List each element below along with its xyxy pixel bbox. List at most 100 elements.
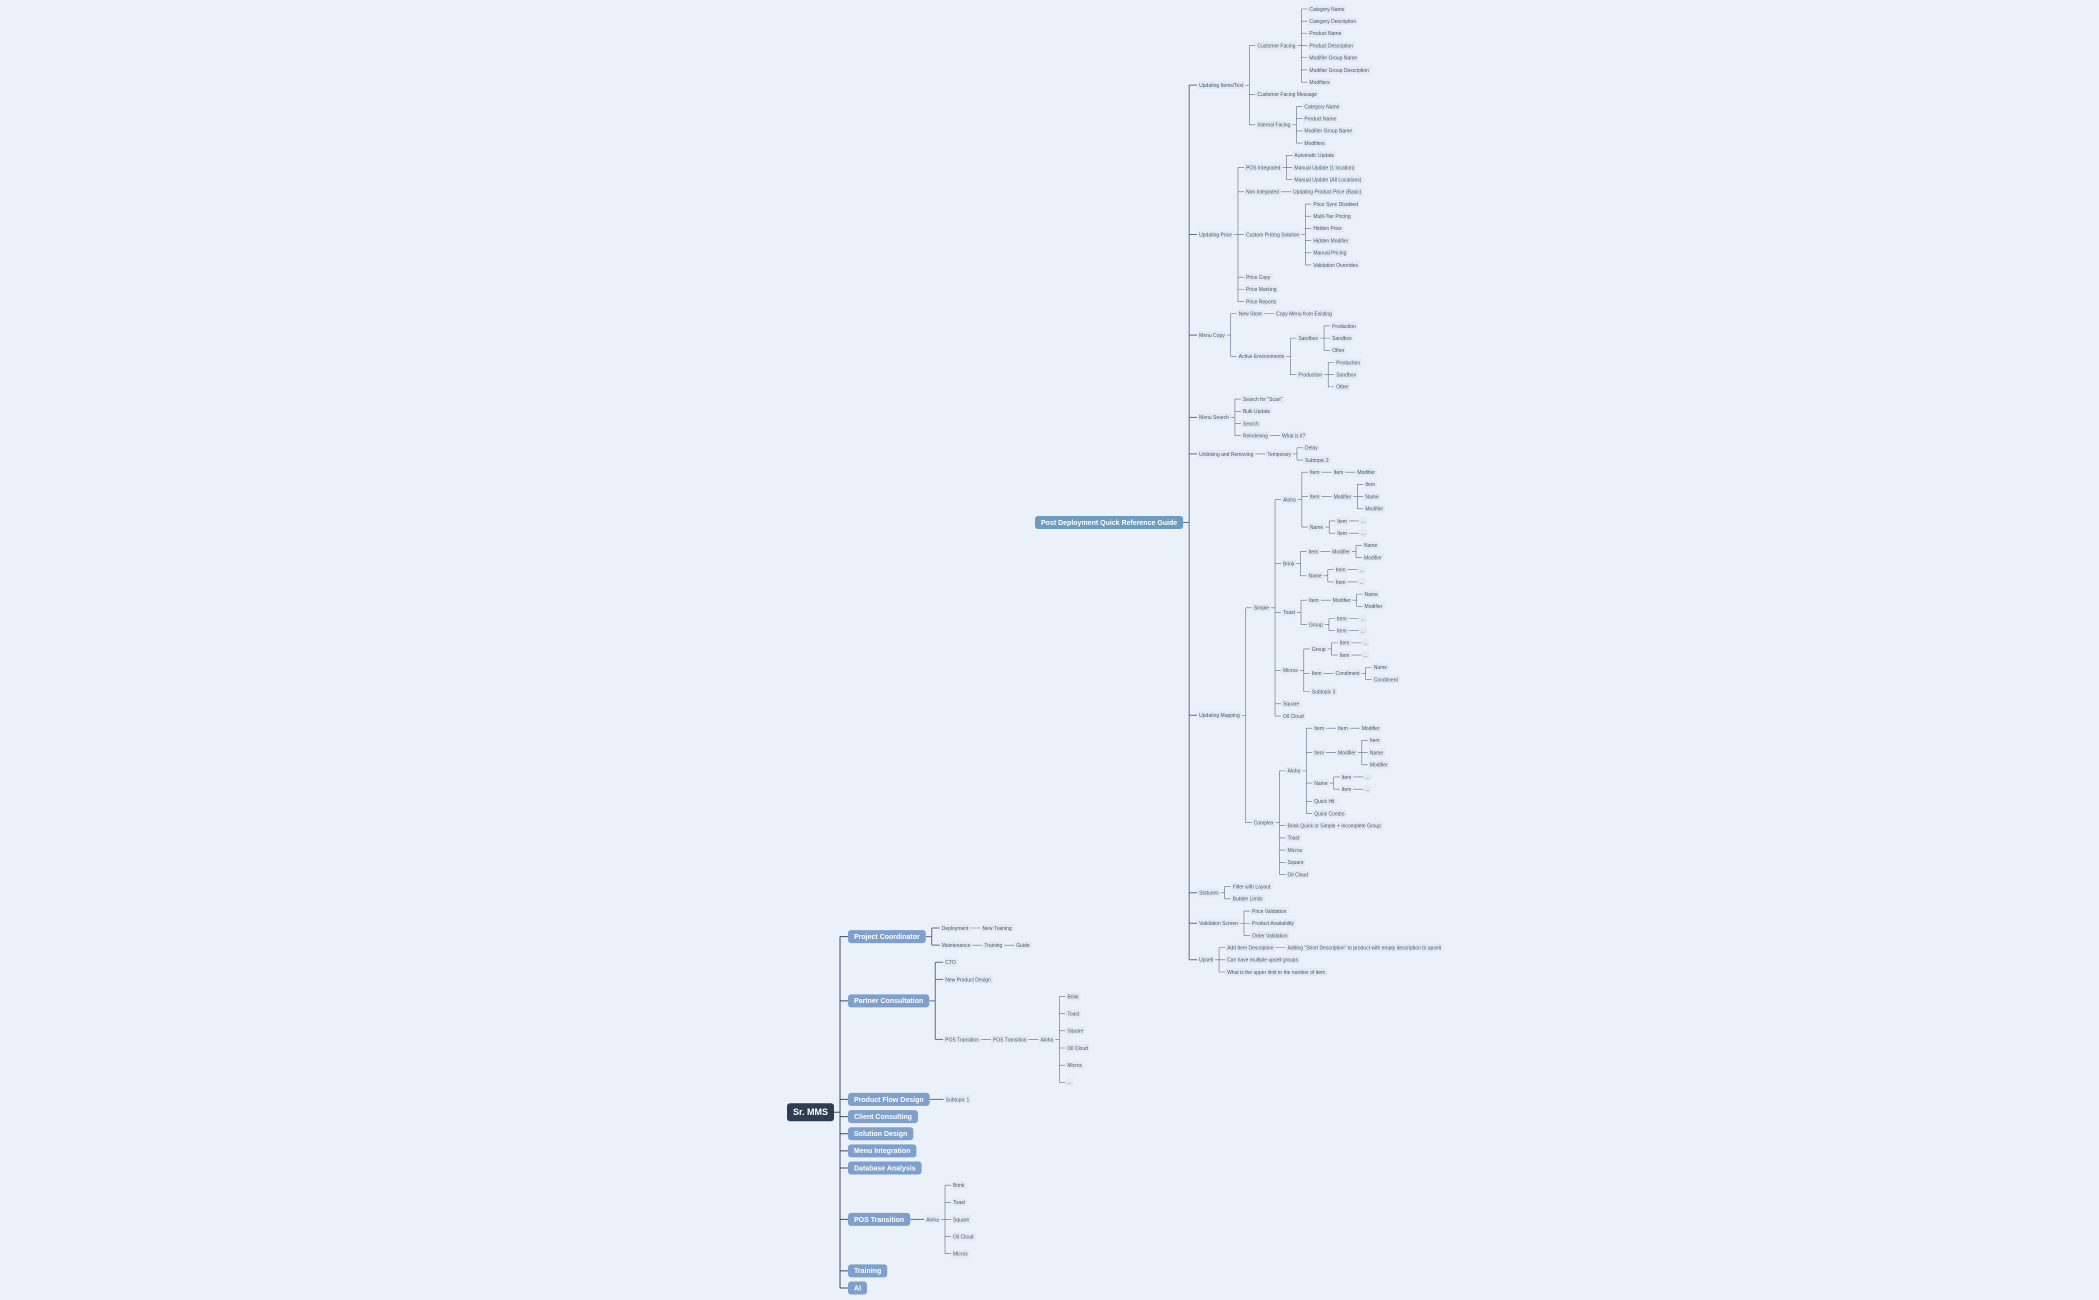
topic: Name bbox=[1362, 590, 1380, 599]
topic-label: Modifier bbox=[1364, 555, 1382, 561]
topic-label: Micros bbox=[1287, 848, 1302, 854]
topic-bg bbox=[1281, 666, 1300, 675]
topic-bg bbox=[1335, 529, 1349, 538]
topic: Name bbox=[1371, 663, 1390, 672]
topic-label: CTO bbox=[945, 960, 956, 966]
connector bbox=[1282, 154, 1293, 180]
topic: ... bbox=[1363, 772, 1372, 781]
topic: Deployment bbox=[939, 924, 971, 932]
topic-bg bbox=[980, 924, 1014, 932]
topic: Guide bbox=[1014, 941, 1032, 950]
topic-bg bbox=[990, 1035, 1029, 1044]
topic: Hidden Modifier bbox=[1311, 236, 1351, 245]
topic: Search bbox=[1240, 419, 1261, 428]
topic-bg bbox=[1243, 230, 1302, 239]
topic-bg bbox=[1330, 346, 1347, 355]
topic-box: Project Coordinator bbox=[848, 930, 926, 944]
topic-bg bbox=[951, 1198, 967, 1207]
topic: Product Availability bbox=[1249, 919, 1296, 928]
topic: POS Transition bbox=[943, 1035, 981, 1044]
topic-label: POS Transition bbox=[854, 1217, 904, 1224]
topic-label: Subtopic 2 bbox=[1305, 458, 1329, 464]
topic: Product Name bbox=[1307, 29, 1344, 38]
topic: Condiment bbox=[1333, 669, 1362, 678]
topic: Group bbox=[1307, 620, 1325, 629]
topic-box: POS Transition bbox=[848, 1212, 911, 1226]
topic-bg bbox=[1362, 602, 1385, 611]
topic-bg bbox=[848, 1127, 914, 1141]
topic-bg bbox=[1312, 779, 1330, 788]
topic-label: Oil Cloud bbox=[953, 1234, 974, 1240]
topic: Modifiers bbox=[1307, 78, 1332, 87]
topic-label: Sandbox bbox=[1332, 336, 1352, 342]
topic-bg bbox=[1225, 968, 1328, 976]
topic-box: Menu Integration bbox=[848, 1144, 917, 1158]
topic-label: Manual Pricing bbox=[1313, 251, 1346, 257]
topic-bg bbox=[1336, 724, 1350, 733]
topic: Item bbox=[1336, 724, 1350, 733]
topic-label: Toast bbox=[953, 1200, 966, 1206]
topic-bg bbox=[1361, 651, 1370, 660]
topic: ... bbox=[1363, 785, 1372, 794]
topic-bg bbox=[1302, 114, 1339, 123]
topic: Name bbox=[1367, 748, 1386, 757]
connectors bbox=[1183, 8, 1372, 973]
topic-label: Item bbox=[1310, 470, 1320, 476]
topic-bg bbox=[1038, 1035, 1056, 1044]
topic-label: Item bbox=[1334, 470, 1344, 476]
topic-bg bbox=[1333, 577, 1348, 586]
topic: Item bbox=[1334, 626, 1349, 635]
topic-bg bbox=[1302, 456, 1331, 465]
topic: Item bbox=[1307, 596, 1321, 605]
topic-label: Hidden Modifier bbox=[1313, 238, 1348, 244]
topic-label: Subtopic 3 bbox=[1312, 689, 1336, 695]
topic: Item bbox=[1339, 785, 1354, 794]
connector bbox=[925, 927, 940, 946]
topic-bg bbox=[1363, 772, 1372, 781]
topic-label: Statuses bbox=[1199, 891, 1219, 897]
topic: ... bbox=[1358, 516, 1368, 525]
topic-bg bbox=[924, 1215, 941, 1224]
topic: Item bbox=[1333, 577, 1348, 586]
topic-label: Database Analysis bbox=[854, 1165, 916, 1172]
topic-label: Toast bbox=[1283, 610, 1296, 616]
topic-bg bbox=[1307, 29, 1344, 38]
topic-bg bbox=[1197, 955, 1216, 964]
topic: What is the upper limit to the number of… bbox=[1225, 968, 1328, 976]
topic-bg bbox=[1307, 17, 1359, 26]
topic-label: Menu Copy bbox=[1199, 333, 1225, 339]
topic-label: Item bbox=[1336, 568, 1346, 574]
topic-label: What is it? bbox=[1282, 433, 1306, 439]
topic: Quick Hit bbox=[1312, 797, 1337, 806]
topic: Aloha bbox=[1281, 495, 1298, 504]
topic: Item bbox=[1312, 748, 1327, 757]
topic-label: Micros bbox=[953, 1252, 968, 1258]
topic-label: ... bbox=[1365, 775, 1369, 781]
topic-label: POS Integrated bbox=[1246, 165, 1281, 171]
topic-bg bbox=[1065, 1026, 1086, 1035]
topic-label: Training bbox=[984, 943, 1002, 949]
topic-bg bbox=[1337, 638, 1352, 647]
topic-label: Manual Update (All Locations) bbox=[1294, 177, 1361, 183]
topic-label: ... bbox=[1067, 1080, 1071, 1086]
topic-bg bbox=[1333, 565, 1348, 574]
topic-bg bbox=[1285, 943, 1443, 952]
topic-bg bbox=[982, 941, 1005, 950]
topic-label: Modifier bbox=[1333, 598, 1351, 604]
topic-label: Item bbox=[1336, 580, 1346, 586]
topic: ... bbox=[1361, 651, 1370, 660]
topic: Production bbox=[1296, 370, 1325, 379]
topic-label: Item bbox=[1370, 738, 1380, 744]
topic-bg bbox=[1358, 516, 1368, 525]
connector bbox=[1183, 84, 1198, 961]
topic: Manual Pricing bbox=[1311, 248, 1349, 257]
topic-label: Unlinking and Removing bbox=[1199, 452, 1253, 458]
topic-label: POS Transition bbox=[993, 1037, 1027, 1043]
topic-bg bbox=[1335, 516, 1349, 525]
topic-label: ... bbox=[1360, 568, 1364, 574]
topic-bg bbox=[1296, 370, 1325, 379]
topic-label: Sr. MMS bbox=[793, 1107, 828, 1117]
topic: Delay bbox=[1302, 443, 1320, 452]
topic-bg bbox=[1371, 675, 1400, 684]
topic: Square bbox=[1285, 858, 1306, 867]
